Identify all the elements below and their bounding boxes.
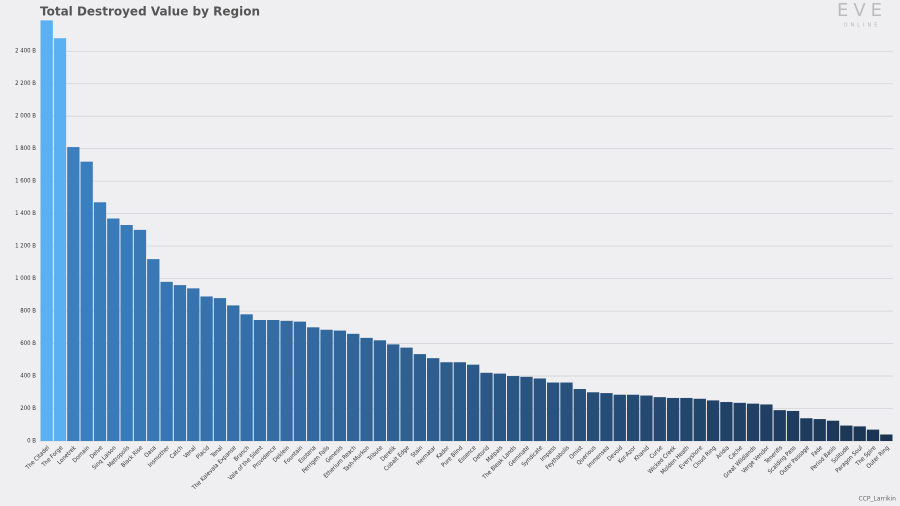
bar xyxy=(187,288,200,441)
bar xyxy=(586,392,600,441)
bar xyxy=(93,202,107,441)
y-tick-label: 2 000 B xyxy=(15,113,36,120)
y-tick-label: 200 B xyxy=(20,405,36,412)
bar xyxy=(240,314,253,441)
y-tick-label: 1 800 B xyxy=(15,145,36,152)
bar xyxy=(133,229,147,441)
logo: EVE xyxy=(837,0,887,21)
bar xyxy=(360,337,373,441)
bar xyxy=(693,398,706,441)
bar xyxy=(866,429,880,441)
bar xyxy=(120,225,133,441)
bar xyxy=(826,420,840,441)
y-tick-label: 600 B xyxy=(20,340,36,347)
y-tick-label: 2 400 B xyxy=(15,48,36,55)
bar xyxy=(640,395,653,441)
bar xyxy=(320,329,333,441)
bar xyxy=(746,403,760,441)
bar xyxy=(53,38,67,442)
bar xyxy=(813,419,826,441)
bar xyxy=(773,410,786,441)
bar xyxy=(440,362,453,441)
bar xyxy=(720,402,733,441)
bar xyxy=(453,362,466,441)
bar xyxy=(786,410,800,441)
bar xyxy=(706,400,720,441)
bar xyxy=(880,434,893,441)
bar xyxy=(546,382,560,441)
bar xyxy=(506,376,520,441)
y-tick-label: 2 200 B xyxy=(15,80,36,87)
y-tick-label: 400 B xyxy=(20,373,36,380)
y-tick-label: 1 600 B xyxy=(15,178,36,185)
bar xyxy=(853,426,866,441)
bar xyxy=(840,425,853,441)
y-tick-label: 1 400 B xyxy=(15,210,36,217)
bar xyxy=(147,259,160,441)
bar xyxy=(680,397,693,441)
bar xyxy=(267,320,280,441)
bar xyxy=(280,320,293,441)
y-tick-label: 800 B xyxy=(20,308,36,315)
bar xyxy=(626,394,640,441)
bar xyxy=(333,330,347,441)
bar xyxy=(573,389,586,441)
bar xyxy=(733,402,746,441)
bar xyxy=(373,340,387,441)
bar xyxy=(560,382,573,441)
bar xyxy=(227,305,240,441)
bar xyxy=(213,298,227,441)
y-tick-label: 1 200 B xyxy=(15,243,36,250)
bar xyxy=(480,372,493,441)
bar xyxy=(253,320,267,441)
bar xyxy=(760,404,773,441)
bar xyxy=(107,218,120,441)
y-tick-label: 1 000 B xyxy=(15,275,36,282)
bar xyxy=(200,296,213,441)
bar xyxy=(413,354,427,441)
bar xyxy=(800,418,813,441)
bar xyxy=(467,364,480,441)
bar xyxy=(80,161,93,441)
bar xyxy=(347,333,360,441)
bar xyxy=(307,327,320,441)
bar xyxy=(493,373,506,441)
logo-sub: ONLINE xyxy=(844,23,881,29)
bar xyxy=(173,285,187,441)
bar xyxy=(387,344,400,441)
bar xyxy=(666,397,680,441)
y-tick-label: 0 B xyxy=(27,438,36,445)
bar xyxy=(613,394,626,441)
bar xyxy=(600,393,613,441)
bar xyxy=(400,347,413,441)
credit: CCP_Larrikin xyxy=(859,496,897,503)
bar xyxy=(160,281,173,441)
bar xyxy=(67,147,80,441)
chart-title: Total Destroyed Value by Region xyxy=(40,5,260,19)
bar xyxy=(40,20,53,441)
bar xyxy=(653,397,666,441)
bar xyxy=(533,378,546,441)
bar xyxy=(427,358,440,441)
bar xyxy=(293,321,307,441)
bar xyxy=(520,376,533,441)
